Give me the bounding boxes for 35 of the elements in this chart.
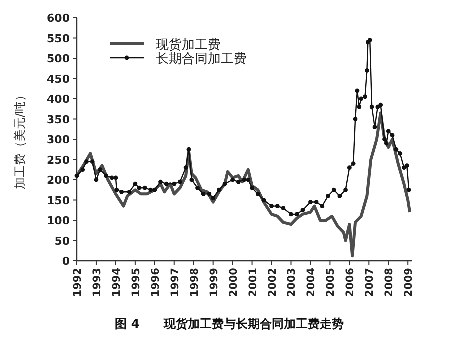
x-tick-label: 2000 <box>228 268 240 298</box>
x-tick-label: 1992 <box>72 268 84 298</box>
x-tick-label: 2001 <box>247 268 260 298</box>
y-tick-label: 600 <box>47 12 70 25</box>
x-tick-label: 1996 <box>150 268 162 298</box>
y-axis-title: 加工费（美元/吨） <box>13 89 27 190</box>
x-tick-label: 2003 <box>286 268 298 298</box>
y-tick-label: 400 <box>47 93 70 106</box>
x-tick-label: 1995 <box>130 268 142 298</box>
y-tick-label: 250 <box>47 154 70 167</box>
x-tick-label: 2007 <box>364 268 376 298</box>
y-tick-label: 450 <box>47 72 70 86</box>
x-tick-label: 1993 <box>91 268 104 298</box>
x-tick-label: 2002 <box>266 268 279 298</box>
x-tick-label: 2008 <box>384 268 396 298</box>
legend-label: 现货加工费 <box>156 38 221 53</box>
x-tick-label: 1999 <box>208 268 220 298</box>
text: 图 4 现货加工费与长期合同加工费走势 <box>115 317 344 331</box>
x-tick-label: 2004 <box>306 268 318 298</box>
x-tick-label: 1997 <box>169 268 182 298</box>
y-tick-label: 500 <box>47 52 70 66</box>
y-tick-label: 200 <box>47 174 70 187</box>
x-tick-label: 2006 <box>344 268 357 298</box>
y-tick-label: 350 <box>47 113 70 126</box>
y-tick-label: 300 <box>47 134 70 146</box>
y-tick-label: 50 <box>54 234 70 248</box>
x-tick-label: 2009 <box>403 268 416 298</box>
x-tick-label: 1998 <box>188 268 201 298</box>
x-tick-label: 2005 <box>325 268 338 298</box>
y-tick-label: 550 <box>47 32 70 46</box>
legend-label: 长期合同加工费 <box>156 52 247 67</box>
y-tick-label: 100 <box>47 214 70 228</box>
y-tick-label: 150 <box>47 194 70 208</box>
y-tick-label: 0 <box>62 255 70 268</box>
x-tick-label: 1994 <box>110 268 123 298</box>
